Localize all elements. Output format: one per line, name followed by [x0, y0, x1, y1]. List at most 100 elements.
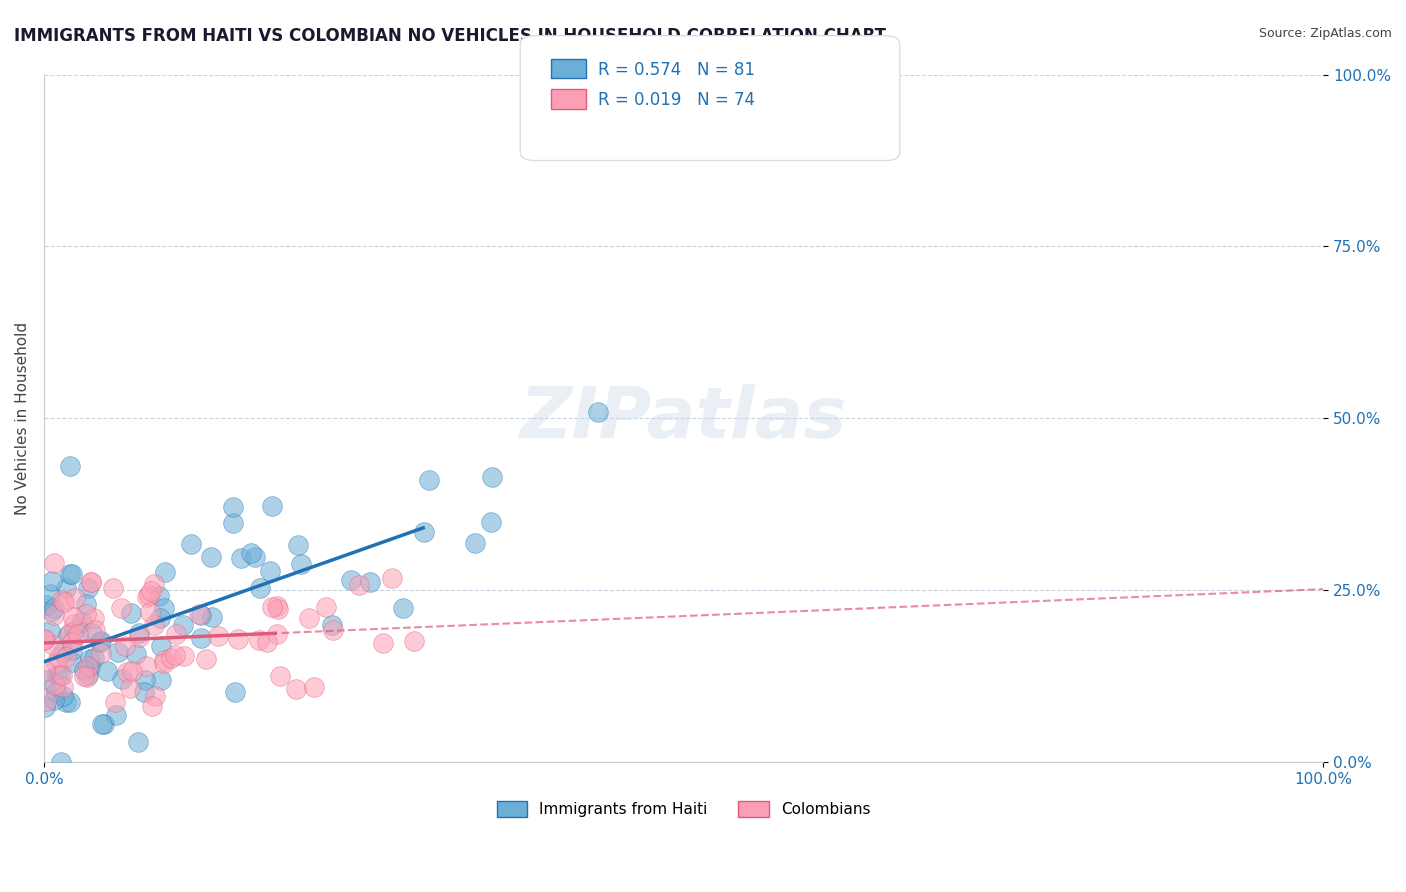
Point: [226, 632, 249, 646]
Point: [256, 635, 278, 649]
Point: [128, 626, 150, 640]
Point: [90, 634, 112, 648]
Point: [73, 669, 96, 683]
Point: [80, 574, 103, 589]
Point: [107, 645, 129, 659]
Point: [121, 664, 143, 678]
Point: [402, 634, 425, 648]
Point: [152, 601, 174, 615]
Point: [479, 516, 502, 530]
Point: [135, 659, 157, 673]
Point: [46, 668, 69, 682]
Point: [200, 549, 222, 564]
Point: [315, 599, 337, 614]
Point: [302, 680, 325, 694]
Point: [180, 536, 202, 550]
Point: [39, 587, 62, 601]
Point: [42, 608, 65, 623]
Point: [134, 673, 156, 687]
Point: [413, 525, 436, 540]
Point: [34, 664, 56, 678]
Point: [153, 653, 176, 667]
Point: [247, 633, 270, 648]
Point: [172, 618, 194, 632]
Point: [73, 663, 96, 677]
Point: [90, 646, 112, 660]
Point: [138, 588, 160, 602]
Point: [35, 598, 58, 612]
Point: [381, 570, 404, 584]
Point: [37, 673, 59, 687]
Point: [173, 648, 195, 663]
Point: [76, 658, 98, 673]
Point: [93, 716, 115, 731]
Point: [145, 689, 167, 703]
Point: [60, 643, 83, 657]
Point: [55, 581, 77, 595]
Point: [148, 589, 170, 603]
Point: [418, 473, 440, 487]
Point: [115, 665, 138, 680]
Point: [60, 655, 83, 669]
Point: [259, 564, 281, 578]
Point: [391, 600, 413, 615]
Point: [104, 695, 127, 709]
Point: [42, 601, 65, 615]
Point: [58, 458, 80, 473]
Point: [55, 695, 77, 709]
Point: [285, 681, 308, 696]
Point: [464, 536, 486, 550]
Point: [287, 538, 309, 552]
Point: [190, 631, 212, 645]
Point: [207, 629, 229, 643]
Point: [70, 615, 93, 630]
Point: [266, 627, 288, 641]
Point: [297, 611, 319, 625]
Point: [139, 605, 162, 619]
Point: [187, 607, 209, 621]
Point: [111, 672, 134, 686]
Point: [51, 592, 73, 607]
Point: [59, 566, 82, 581]
Point: [63, 616, 86, 631]
Point: [359, 575, 381, 590]
Point: [132, 684, 155, 698]
Point: [120, 606, 142, 620]
Point: [128, 630, 150, 644]
Point: [340, 574, 363, 588]
Point: [83, 611, 105, 625]
Text: Source: ZipAtlas.com: Source: ZipAtlas.com: [1258, 27, 1392, 40]
Point: [222, 516, 245, 531]
Y-axis label: No Vehicles in Household: No Vehicles in Household: [15, 322, 30, 515]
Point: [260, 600, 283, 615]
Point: [201, 610, 224, 624]
Point: [245, 549, 267, 564]
Text: ZIPatlas: ZIPatlas: [520, 384, 848, 453]
Point: [38, 624, 60, 639]
Point: [91, 716, 114, 731]
Point: [45, 656, 67, 670]
Point: [150, 673, 173, 687]
Point: [80, 574, 103, 589]
Point: [114, 639, 136, 653]
Point: [52, 689, 75, 703]
Point: [83, 651, 105, 665]
Point: [266, 599, 288, 614]
Point: [76, 670, 98, 684]
Point: [75, 607, 97, 621]
Point: [481, 470, 503, 484]
Point: [45, 685, 67, 699]
Point: [34, 632, 56, 647]
Point: [141, 698, 163, 713]
Point: [153, 656, 176, 670]
Point: [80, 625, 103, 640]
Point: [143, 576, 166, 591]
Point: [96, 665, 118, 679]
Point: [52, 595, 75, 609]
Point: [59, 695, 82, 709]
Point: [34, 632, 56, 647]
Point: [141, 583, 163, 598]
Point: [42, 638, 65, 652]
Point: [84, 623, 107, 637]
Point: [42, 556, 65, 570]
